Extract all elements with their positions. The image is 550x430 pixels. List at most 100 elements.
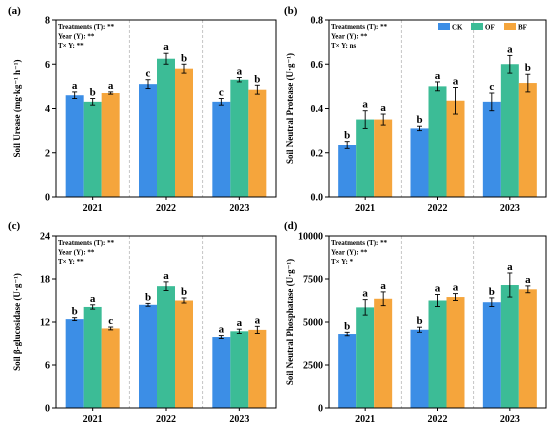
bar-of — [83, 306, 102, 408]
y-tick-label: 6 — [45, 60, 50, 71]
y-tick-label: 0 — [45, 404, 50, 415]
bar-of — [230, 331, 249, 408]
significance-letter: a — [237, 317, 243, 329]
bar-bf — [518, 289, 537, 408]
bar-ck — [65, 319, 84, 408]
significance-letter: a — [380, 102, 386, 114]
significance-letter: a — [435, 282, 441, 294]
significance-letter: a — [380, 280, 386, 292]
y-tick-label: 8 — [45, 16, 50, 27]
significance-letter: a — [255, 314, 261, 326]
bar-of — [230, 79, 249, 197]
y-tick-label: 2500 — [303, 361, 323, 372]
bar-ck — [410, 128, 429, 197]
bar-bf — [248, 329, 267, 408]
x-tick-label: 2022 — [156, 203, 176, 214]
bar-ck — [410, 329, 429, 408]
x-tick-label: 2023 — [229, 414, 249, 425]
y-tick-label: 0.4 — [311, 104, 324, 115]
significance-letter: a — [90, 293, 96, 305]
stats-annotation: Treatments (T): ** — [331, 239, 388, 247]
stats-annotation: T× Y: ** — [58, 42, 84, 50]
bar-ck — [482, 101, 501, 197]
bar-bf — [446, 100, 465, 197]
plot-frame — [328, 235, 547, 409]
bar-of — [356, 307, 375, 408]
stats-annotation: Treatments (T): ** — [58, 239, 115, 247]
significance-letter: b — [145, 291, 151, 303]
bar-ck — [139, 84, 157, 197]
y-tick-label: 0.6 — [311, 60, 324, 71]
panel-label: (c) — [8, 220, 21, 232]
y-tick-label: 10000 — [298, 232, 323, 243]
bar-ck — [65, 95, 84, 197]
y-tick-label: 6 — [45, 361, 50, 372]
significance-letter: c — [146, 68, 151, 80]
legend-swatch-ck — [438, 23, 450, 30]
bar-bf — [446, 297, 465, 408]
significance-letter: a — [163, 41, 169, 53]
y-axis-label: Soil Urease (mg·kg⁻¹ h⁻¹) — [12, 60, 22, 158]
y-tick-label: 4 — [45, 104, 50, 115]
stats-annotation: Year (Y): ** — [58, 33, 95, 41]
significance-letter: a — [163, 270, 169, 282]
y-axis-label: Soil Neutral Protease (U·g⁻¹) — [285, 53, 295, 164]
y-tick-label: 7500 — [303, 275, 323, 286]
bar-bf — [175, 68, 193, 197]
x-tick-label: 2023 — [500, 203, 520, 214]
y-axis-label: Soil β-glucosidase (U·g⁻¹) — [12, 273, 22, 371]
bar-bf — [101, 328, 120, 408]
bar-of — [500, 64, 519, 197]
significance-letter: b — [90, 87, 96, 99]
stats-annotation: Treatments (T): ** — [331, 23, 388, 31]
y-tick-label: 0.8 — [311, 16, 324, 27]
bar-of — [157, 58, 175, 197]
significance-letter: b — [181, 52, 187, 64]
significance-letter: b — [181, 286, 187, 298]
x-tick-label: 2021 — [83, 414, 103, 425]
y-tick-label: 5000 — [303, 318, 323, 329]
stats-annotation: Year (Y): ** — [331, 249, 368, 257]
x-tick-label: 2021 — [355, 203, 375, 214]
bar-of — [83, 101, 102, 197]
bar-ck — [338, 334, 357, 408]
stats-annotation: T× Y: * — [331, 258, 354, 266]
bar-bf — [374, 119, 393, 197]
bar-of — [500, 285, 519, 408]
significance-letter: b — [254, 73, 260, 85]
bar-bf — [518, 83, 537, 197]
bar-of — [428, 86, 447, 197]
legend: CK OF BF — [438, 23, 527, 32]
panel-label: (b) — [284, 5, 298, 17]
y-tick-label: 0 — [318, 404, 323, 415]
x-tick-label: 2021 — [355, 414, 375, 425]
x-tick-label: 2023 — [229, 203, 249, 214]
stats-annotation: Year (Y): ** — [331, 33, 368, 41]
y-tick-label: 0.0 — [311, 193, 324, 204]
bar-of — [157, 286, 175, 408]
significance-letter: a — [72, 80, 78, 92]
significance-letter: c — [108, 315, 113, 327]
bar-ck — [139, 304, 157, 408]
x-tick-label: 2022 — [156, 414, 176, 425]
stats-annotation: T× Y: ** — [58, 258, 84, 266]
significance-letter: b — [344, 320, 350, 332]
bar-bf — [175, 300, 193, 408]
x-tick-label: 2022 — [428, 414, 448, 425]
significance-letter: a — [507, 43, 513, 55]
significance-letter: a — [525, 274, 531, 286]
plot-frame — [55, 19, 277, 198]
significance-letter: a — [453, 75, 459, 87]
y-tick-label: 0 — [45, 193, 50, 204]
bar-ck — [212, 337, 231, 408]
significance-letter: b — [416, 114, 422, 126]
significance-letter: c — [219, 87, 224, 99]
significance-letter: a — [453, 282, 459, 294]
bar-bf — [101, 93, 120, 197]
legend-swatch-bf — [504, 23, 516, 30]
y-tick-label: 18 — [40, 275, 50, 286]
